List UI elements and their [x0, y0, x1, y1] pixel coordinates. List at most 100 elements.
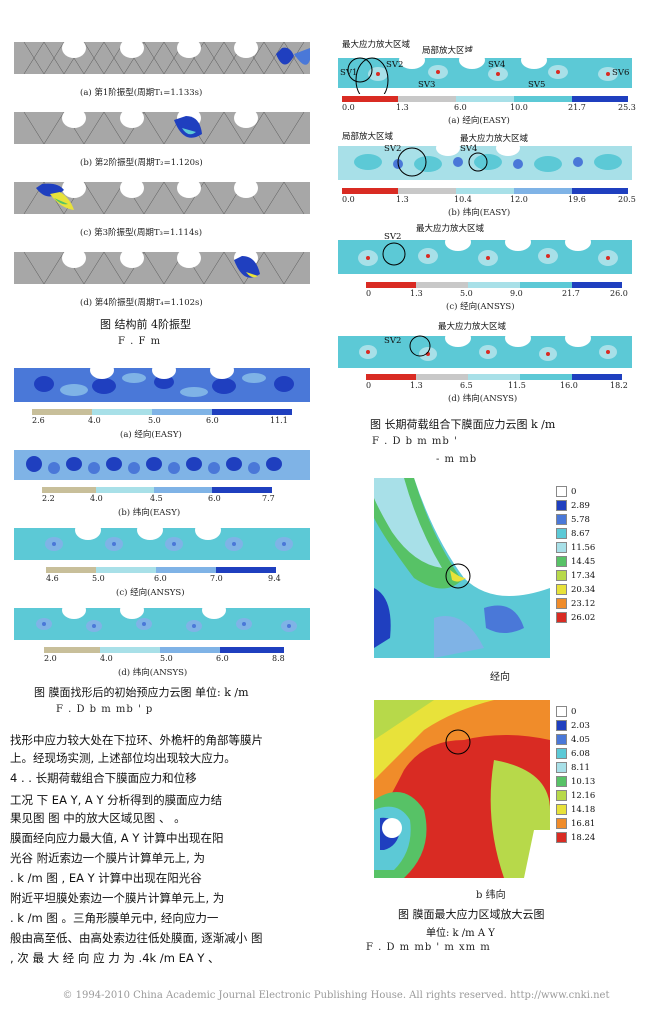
legend-entry: 11.56 — [556, 542, 595, 553]
longterm-c-tick: 9.0 — [510, 289, 523, 298]
mode-shapes-subtitle: F . F m — [118, 336, 162, 347]
longterm-d-tick: 11.5 — [508, 381, 526, 390]
prestress-a-image — [14, 364, 310, 402]
prestress-c-colorbar — [46, 567, 276, 573]
prestress-d-tick: 5.0 — [160, 654, 173, 663]
prestress-b-tick: 7.7 — [262, 494, 275, 503]
legend-swatch — [556, 790, 567, 801]
body-line: 上。经现场实测, 上述部位均出现较大应力。 — [10, 751, 236, 765]
legend-entry: 26.02 — [556, 612, 595, 623]
longterm-b-tick: 10.4 — [454, 195, 472, 204]
mode-shape-d-caption: (d) 第4阶振型(周期T₄=1.102s) — [80, 298, 203, 308]
legend-swatch — [556, 748, 567, 759]
longterm-d-colorbar — [366, 374, 622, 380]
sv-label: SV2 — [384, 232, 402, 242]
longterm-c-caption: (c) 经向(ANSYS) — [446, 302, 515, 312]
prestress-c-tick: 6.0 — [154, 574, 167, 583]
zoom-subtitle: F . D m mb ' m xm m — [366, 942, 491, 953]
body-line: 光谷 附近索边一个膜片计算单元上, 为 — [10, 851, 205, 865]
longterm-a-tick: 1.3 — [396, 103, 409, 112]
legend-value: 2.03 — [571, 721, 590, 731]
prestress-d-tick: 6.0 — [216, 654, 229, 663]
longterm-a-label-max: 最大应力放大区域 — [342, 40, 411, 50]
longterm-b-colorbar — [342, 188, 628, 194]
longterm-c-tick: 0 — [366, 289, 372, 298]
body-line: 果见图 图 中的放大区域见图 、 。 — [10, 811, 186, 825]
sv-label: SV2 — [386, 60, 404, 70]
mode-shape-d-image — [14, 248, 310, 285]
legend-value: 23.12 — [571, 599, 596, 609]
section-heading: 4 . . 长期荷载组合下膜面应力和位移 — [10, 771, 197, 785]
longterm-a-tick: 25.3 — [618, 103, 636, 112]
legend-swatch — [556, 612, 567, 623]
sv-label: SV1 — [340, 68, 358, 78]
longterm-c-tick: 1.3 — [410, 289, 423, 298]
longterm-a-colorbar — [342, 96, 628, 102]
zoom-weft-caption: b 纬向 — [476, 890, 506, 901]
zoom-warp-image — [374, 478, 550, 658]
prestress-b-tick: 2.2 — [42, 494, 55, 503]
longterm-title: 图 长期荷载组合下膜面应力云图 k /m — [370, 418, 556, 431]
sv-label: SV6 — [612, 68, 630, 78]
longterm-a-caption: (a) 经向(EASY) — [448, 116, 510, 126]
prestress-title: 图 膜面找形后的初始预应力云图 单位: k /m — [34, 686, 249, 699]
legend-swatch — [556, 720, 567, 731]
sv-label: SV2 — [384, 144, 402, 154]
prestress-c-tick: 4.6 — [46, 574, 59, 583]
body-line: 般由高至低、由高处索边往低处膜面, 逐渐减小 图 — [10, 931, 263, 945]
legend-entry: 18.24 — [556, 832, 595, 843]
longterm-subtitle: F . D b m mb ' — [372, 436, 458, 447]
sv-label: SV2 — [384, 336, 402, 346]
sv-label: SV5 — [528, 80, 546, 90]
prestress-c-tick: 7.0 — [210, 574, 223, 583]
longterm-b-tick: 20.5 — [618, 195, 636, 204]
body-line: 膜面经向应力最大值, A Y 计算中出现在阳 — [10, 831, 224, 845]
zoom-weft-image — [374, 700, 550, 878]
zoom-title: 图 膜面最大应力区域放大云图 — [398, 908, 545, 921]
prestress-a-tick: 11.1 — [270, 416, 288, 425]
legend-entry: 2.89 — [556, 500, 590, 511]
legend-value: 14.45 — [571, 557, 596, 567]
legend-swatch — [556, 570, 567, 581]
legend-entry: 4.05 — [556, 734, 590, 745]
longterm-b-tick: 12.0 — [510, 195, 528, 204]
legend-entry: 0 — [556, 706, 576, 717]
longterm-d-caption: (d) 纬向(ANSYS) — [448, 394, 518, 404]
prestress-a-tick: 2.6 — [32, 416, 45, 425]
longterm-d-tick: 6.5 — [460, 381, 473, 390]
longterm-d-tick: 16.0 — [560, 381, 578, 390]
prestress-d-tick: 2.0 — [44, 654, 57, 663]
legend-entry: 6.08 — [556, 748, 590, 759]
longterm-a-tick: 0.0 — [342, 103, 355, 112]
legend-value: 5.78 — [571, 515, 590, 525]
longterm-c-image — [338, 234, 632, 274]
mode-shape-a-caption: (a) 第1阶振型(周期T₁=1.133s) — [80, 88, 203, 98]
legend-swatch — [556, 776, 567, 787]
legend-swatch — [556, 706, 567, 717]
prestress-b-colorbar — [42, 487, 272, 493]
mode-shape-b-image — [14, 108, 310, 145]
prestress-a-tick: 5.0 — [148, 416, 161, 425]
legend-value: 11.56 — [571, 543, 596, 553]
legend-entry: 10.13 — [556, 776, 595, 787]
legend-entry: 16.81 — [556, 818, 595, 829]
prestress-a-caption: (a) 经向(EASY) — [120, 430, 182, 440]
longterm-b-image — [338, 142, 632, 180]
legend-swatch — [556, 734, 567, 745]
mode-shapes-title: 图 结构前 4阶振型 — [100, 318, 191, 331]
legend-swatch — [556, 832, 567, 843]
legend-entry: 14.45 — [556, 556, 595, 567]
mode-shape-c-image — [14, 178, 310, 215]
prestress-c-caption: (c) 经向(ANSYS) — [116, 588, 185, 598]
legend-swatch — [556, 762, 567, 773]
legend-entry: 17.34 — [556, 570, 595, 581]
legend-value: 0 — [571, 487, 577, 497]
sv-label: SV4 — [488, 60, 506, 70]
zoom-unit: 单位: k /m A Y — [426, 928, 495, 939]
prestress-d-tick: 8.8 — [272, 654, 285, 663]
legend-entry: 23.12 — [556, 598, 595, 609]
prestress-b-tick: 4.0 — [90, 494, 103, 503]
mode-shape-b-caption: (b) 第2阶振型(周期T₂=1.120s) — [80, 158, 203, 168]
mode-shape-c-caption: (c) 第3阶振型(周期T₃=1.114s) — [80, 228, 203, 238]
legend-swatch — [556, 542, 567, 553]
